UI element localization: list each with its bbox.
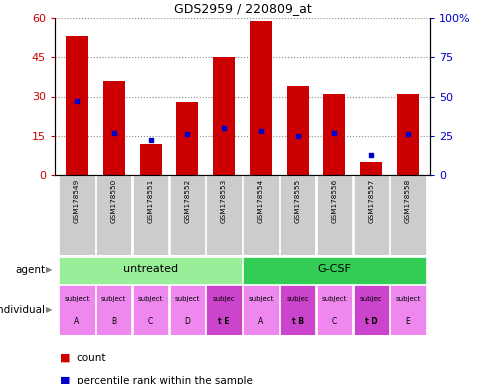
Text: subjec: subjec (212, 296, 235, 302)
Text: A: A (257, 316, 263, 326)
Text: subject: subject (248, 296, 273, 302)
Text: t B: t B (291, 316, 303, 326)
Bar (96, 285, 131, 335)
Point (220, 125, 227, 131)
Bar (279, 175, 315, 255)
Text: subject: subject (321, 296, 347, 302)
Bar (96, 175, 131, 255)
Text: GSM178550: GSM178550 (111, 179, 117, 223)
Bar (353, 285, 388, 335)
Bar (316, 175, 351, 255)
Bar (133, 285, 168, 335)
Bar (360, 162, 381, 175)
Point (73, 98, 81, 104)
Text: GSM178556: GSM178556 (331, 179, 337, 223)
Text: subjec: subjec (359, 296, 382, 302)
Point (293, 133, 301, 139)
Text: subject: subject (394, 296, 420, 302)
Text: subject: subject (64, 296, 90, 302)
Text: subjec: subjec (286, 296, 308, 302)
Point (146, 137, 154, 144)
Text: t E: t E (218, 316, 229, 326)
Bar (139, 144, 161, 175)
Text: subject: subject (101, 296, 126, 302)
Bar (169, 285, 205, 335)
Point (183, 131, 191, 137)
Bar (206, 285, 241, 335)
Point (257, 128, 264, 134)
Bar (396, 94, 418, 175)
Text: count: count (76, 353, 106, 363)
Bar (103, 81, 124, 175)
Text: GSM178555: GSM178555 (294, 179, 300, 223)
Text: ▶: ▶ (46, 265, 52, 275)
Point (366, 152, 374, 158)
Bar (176, 102, 198, 175)
Text: E: E (405, 316, 409, 326)
Text: B: B (111, 316, 116, 326)
Text: G-CSF: G-CSF (317, 265, 350, 275)
Title: GDS2959 / 220809_at: GDS2959 / 220809_at (173, 2, 311, 15)
Text: GSM178557: GSM178557 (367, 179, 373, 223)
Bar (169, 175, 205, 255)
Text: GSM178554: GSM178554 (257, 179, 263, 223)
Text: ▶: ▶ (46, 306, 52, 314)
Text: D: D (184, 316, 190, 326)
Text: ■: ■ (60, 353, 70, 363)
Bar (279, 285, 315, 335)
Bar (243, 175, 278, 255)
Text: GSM178558: GSM178558 (404, 179, 410, 223)
Point (403, 131, 411, 137)
Text: agent: agent (15, 265, 45, 275)
Bar (243, 285, 278, 335)
Text: A: A (74, 316, 79, 326)
Point (110, 129, 118, 136)
Bar (316, 285, 351, 335)
Text: subject: subject (137, 296, 163, 302)
Bar (66, 36, 88, 175)
Bar (243, 257, 425, 283)
Text: untreated: untreated (123, 265, 178, 275)
Text: GSM178552: GSM178552 (184, 179, 190, 223)
Point (330, 129, 338, 136)
Text: ■: ■ (60, 376, 70, 384)
Bar (353, 175, 388, 255)
Text: C: C (148, 316, 153, 326)
Bar (390, 175, 425, 255)
Text: t D: t D (364, 316, 377, 326)
Text: GSM178553: GSM178553 (221, 179, 227, 223)
Text: percentile rank within the sample: percentile rank within the sample (76, 376, 252, 384)
Bar (249, 21, 272, 175)
Bar (323, 94, 345, 175)
Bar (59, 175, 94, 255)
Text: C: C (331, 316, 336, 326)
Bar (286, 86, 308, 175)
Bar (59, 257, 241, 283)
Bar (390, 285, 425, 335)
Text: subject: subject (174, 296, 199, 302)
Bar (206, 175, 241, 255)
Bar (212, 57, 235, 175)
Text: individual: individual (0, 305, 45, 315)
Text: GSM178551: GSM178551 (147, 179, 153, 223)
Text: GSM178549: GSM178549 (74, 179, 80, 223)
Bar (59, 285, 94, 335)
Bar (133, 175, 168, 255)
